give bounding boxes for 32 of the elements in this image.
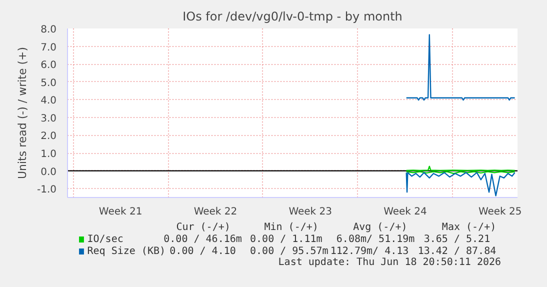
- y-axis-title: Units read (-) / write (+): [16, 46, 29, 180]
- x-tick-label: Week 25: [478, 206, 522, 218]
- text: 0.00 / 1.11m: [250, 234, 322, 245]
- x-tick-label: Week 23: [288, 206, 332, 218]
- text: Min (-/+): [264, 222, 318, 233]
- text: 112.79m/ 4.13: [330, 246, 409, 257]
- text: 0.00 / 4.10: [170, 246, 236, 257]
- text: 6.08m/ 51.19m: [336, 234, 415, 245]
- y-tick-label: 4.0: [40, 96, 57, 107]
- text: Max (-/+): [442, 222, 496, 233]
- y-tick-label: 6.0: [40, 60, 57, 72]
- text: Avg (-/+): [353, 222, 408, 233]
- text: 0.00 / 95.57m: [250, 246, 328, 257]
- y-tick-label: 2.0: [40, 131, 57, 142]
- y-tick-label: 5.0: [40, 78, 57, 89]
- y-tick-label: -1.0: [36, 184, 57, 196]
- text: 13.42 / 87.84: [418, 246, 496, 257]
- y-tick-label: 0.0: [40, 166, 57, 178]
- text: Last update: Thu Jun 18 20:50:11 2026: [278, 257, 502, 268]
- text: Cur (-/+): [176, 222, 230, 233]
- legend-label: IO/sec: [87, 234, 124, 245]
- chart-title: IOs for /dev/vg0/lv-0-tmp - by month: [182, 10, 402, 24]
- x-tick-label: Week 21: [98, 206, 142, 218]
- legend-label: Req Size (KB): [87, 246, 166, 257]
- text: 0.00 / 46.16m: [164, 234, 242, 245]
- x-tick-label: Week 22: [194, 206, 238, 218]
- y-tick-label: 8.0: [40, 24, 57, 36]
- text: 3.65 / 5.21: [424, 234, 490, 245]
- y-tick-label: 1.0: [40, 149, 57, 160]
- y-tick-label: 7.0: [40, 42, 57, 54]
- x-tick-label: Week 24: [384, 206, 427, 218]
- y-tick-label: 3.0: [40, 113, 57, 124]
